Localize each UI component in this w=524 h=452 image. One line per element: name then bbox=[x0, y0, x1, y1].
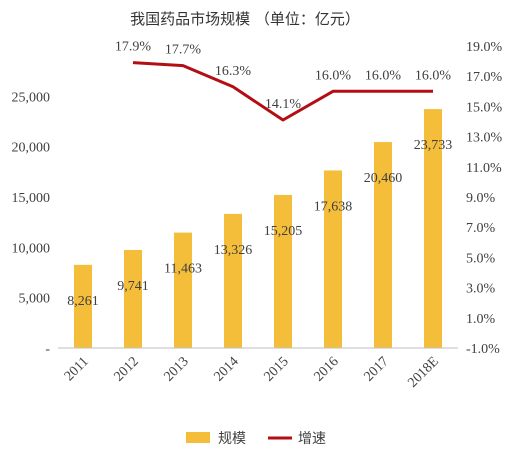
y-right-tick-label: 5.0% bbox=[466, 251, 496, 266]
bar-data-label: 23,733 bbox=[414, 138, 453, 153]
x-tick-label: 2012 bbox=[111, 354, 141, 384]
legend-swatch-bar bbox=[186, 432, 210, 443]
chart-title: 我国药品市场规模 （单位：亿元） bbox=[130, 10, 360, 28]
y-right-tick-label: 3.0% bbox=[466, 282, 496, 297]
legend-label-line: 增速 bbox=[298, 431, 326, 447]
growth-data-label: 16.0% bbox=[415, 68, 452, 83]
y-left-tick-label: 20,000 bbox=[12, 141, 51, 156]
y-right-tick-label: 7.0% bbox=[466, 221, 496, 236]
growth-data-label: 16.3% bbox=[215, 64, 252, 79]
bar-2011 bbox=[74, 264, 92, 348]
x-tick-label: 2014 bbox=[211, 354, 241, 384]
y-right-tick-label: 11.0% bbox=[466, 161, 502, 176]
growth-data-label: 14.1% bbox=[265, 97, 302, 112]
bar-2017 bbox=[374, 142, 392, 348]
bar-data-label: 17,638 bbox=[314, 199, 353, 214]
y-left-tick-label: 5,000 bbox=[19, 292, 51, 307]
bar-data-label: 9,741 bbox=[117, 279, 149, 294]
bar-2015 bbox=[274, 194, 292, 348]
bar-data-label: 8,261 bbox=[67, 294, 99, 309]
bar-data-label: 15,205 bbox=[264, 224, 303, 239]
x-tick-label: 2015 bbox=[261, 354, 291, 384]
x-tick-label: 2018E bbox=[405, 354, 441, 390]
bar-2013 bbox=[174, 232, 192, 348]
y-right-tick-label: 15.0% bbox=[466, 100, 503, 115]
bar-2018E bbox=[424, 109, 442, 348]
bar-2014 bbox=[224, 213, 242, 348]
x-tick-label: 2017 bbox=[361, 354, 391, 384]
labels-layer: 17.9% 17.7% 16.3% 14.1% 16.0% 16.0% 16.0% 8,261… bbox=[67, 40, 452, 309]
growth-data-label: 16.0% bbox=[315, 68, 352, 83]
y-left-tick-label: 10,000 bbox=[12, 241, 51, 256]
line-layer bbox=[132, 61, 433, 122]
y-left-tick-label: 25,000 bbox=[12, 90, 51, 105]
y-right-tick-label: 13.0% bbox=[466, 131, 503, 146]
bar-data-label: 20,460 bbox=[364, 171, 403, 186]
y-right-tick-label: 1.0% bbox=[466, 312, 496, 327]
bar-2016 bbox=[324, 170, 342, 348]
bar-data-label: 13,326 bbox=[214, 243, 253, 258]
y-right-tick-label: -1.0% bbox=[466, 342, 500, 357]
growth-data-label: 17.9% bbox=[115, 40, 152, 55]
bars-layer bbox=[74, 109, 442, 348]
growth-data-label: 16.0% bbox=[365, 68, 402, 83]
y-left-tick-label: 15,000 bbox=[12, 191, 51, 206]
x-tick-label: 2016 bbox=[311, 354, 341, 384]
growth-data-label: 17.7% bbox=[165, 43, 202, 58]
legend-label-bar: 规模 bbox=[218, 431, 246, 447]
legend: 规模 增速 bbox=[186, 431, 326, 447]
bar-2012 bbox=[124, 249, 142, 348]
y-right-tick-label: 9.0% bbox=[466, 191, 496, 206]
bar-data-label: 11,463 bbox=[164, 262, 202, 277]
x-tick-label: 2013 bbox=[161, 354, 191, 384]
y-right-tick-label: 17.0% bbox=[466, 70, 503, 85]
growth-line bbox=[132, 61, 433, 122]
x-tick-label: 2011 bbox=[62, 354, 92, 384]
y-left-tick-label: - bbox=[45, 342, 50, 357]
y-right-tick-label: 19.0% bbox=[466, 40, 503, 55]
